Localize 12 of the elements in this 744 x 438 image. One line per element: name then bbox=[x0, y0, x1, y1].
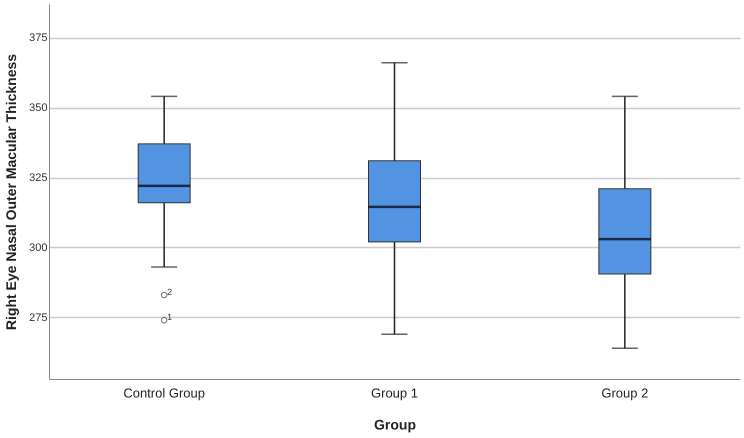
annotation: 1 bbox=[167, 312, 172, 322]
y-tick-label: 275 bbox=[29, 312, 48, 324]
y-tick-label: 325 bbox=[29, 172, 48, 184]
annotation: 2 bbox=[167, 287, 172, 298]
y-tick-label: 375 bbox=[29, 32, 48, 44]
x-tick-label: Group 1 bbox=[371, 386, 418, 400]
x-tick-label: Group 2 bbox=[601, 386, 648, 400]
x-axis-title: Group bbox=[374, 416, 416, 432]
x-tick-label: Control Group bbox=[123, 386, 205, 400]
y-tick-label: 300 bbox=[29, 242, 48, 254]
y-tick-label: 350 bbox=[29, 102, 48, 114]
y-axis-title: Right Eye Nasal Outer Macular Thickness bbox=[3, 54, 20, 330]
